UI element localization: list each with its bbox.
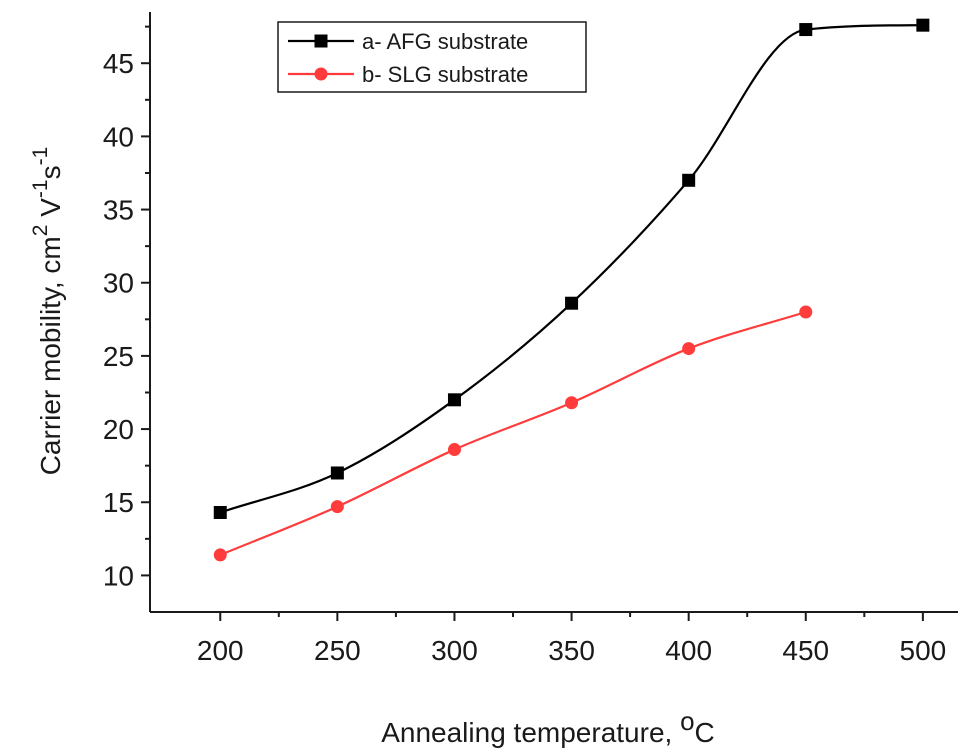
- legend-marker: [314, 34, 328, 48]
- series-slg: [213, 305, 813, 562]
- data-point: [799, 305, 813, 319]
- data-point: [447, 393, 461, 407]
- data-point: [330, 500, 344, 514]
- data-point: [565, 396, 579, 410]
- y-tick-label: 35: [103, 195, 134, 226]
- series-line: [219, 24, 923, 514]
- y-tick-label: 45: [103, 48, 134, 79]
- x-tick-label: 250: [314, 635, 361, 666]
- x-tick-label: 400: [665, 635, 712, 666]
- data-point: [330, 466, 344, 480]
- y-tick-label: 10: [103, 560, 134, 591]
- data-point: [213, 548, 227, 562]
- x-axis-title: Annealing temperature, oC: [381, 706, 715, 748]
- y-tick-label: 15: [103, 487, 134, 518]
- legend: a- AFG substrate b- SLG substrate: [277, 21, 587, 93]
- x-tick-label: 300: [431, 635, 478, 666]
- axes: [149, 12, 958, 613]
- series-layer: [213, 18, 930, 562]
- x-tick-label: 450: [782, 635, 829, 666]
- data-point: [682, 342, 696, 356]
- y-tick-label: 20: [103, 414, 134, 445]
- y-tick-label: 25: [103, 341, 134, 372]
- y-tick-label: 40: [103, 121, 134, 152]
- data-point: [447, 443, 461, 457]
- legend-marker: [314, 67, 328, 81]
- series-line: [219, 310, 807, 556]
- legend-label: a- AFG substrate: [362, 29, 528, 54]
- ticks: 200 250 300 350 400 450 500 10 15 20 25 30 35 40 45: [103, 25, 947, 666]
- data-point: [916, 18, 930, 32]
- data-point: [213, 505, 227, 519]
- data-point: [799, 23, 813, 37]
- x-tick-label: 200: [197, 635, 244, 666]
- y-axis-title: Carrier mobility, cm2 V-1s-1: [29, 147, 66, 476]
- y-tick-label: 30: [103, 268, 134, 299]
- legend-label: b- SLG substrate: [362, 62, 528, 87]
- data-point: [565, 296, 579, 310]
- x-tick-label: 500: [900, 635, 947, 666]
- legend-box: [277, 21, 587, 93]
- series-afg: [213, 18, 930, 519]
- data-point: [682, 173, 696, 187]
- x-tick-label: 350: [548, 635, 595, 666]
